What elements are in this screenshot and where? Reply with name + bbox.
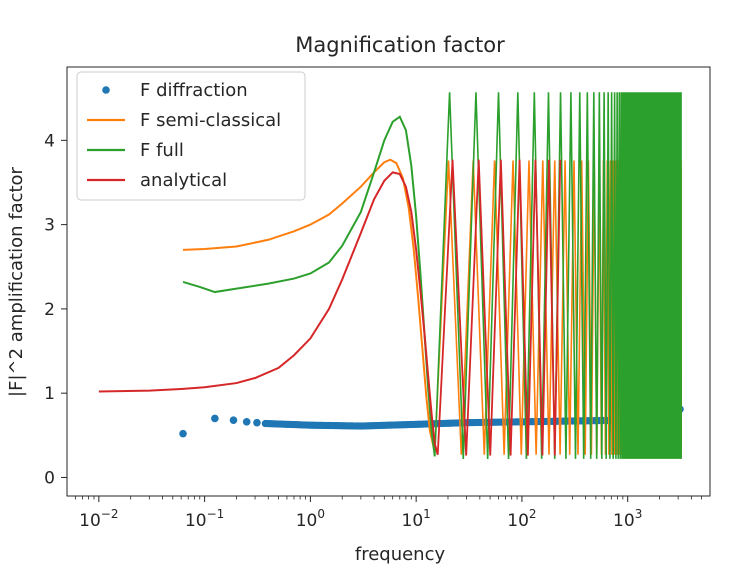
legend-item: F full	[87, 140, 184, 161]
y-axis-ticks: 0 1 2 3 4	[44, 131, 67, 488]
chart-title: Magnification factor	[295, 33, 505, 57]
y-tick-label: 4	[44, 131, 55, 151]
series-f-full-oscillation	[433, 92, 682, 459]
legend-label: analytical	[140, 170, 227, 191]
x-tick-label: 103	[613, 507, 642, 531]
diffraction-point	[229, 416, 238, 424]
x-tick-exponent: 0	[317, 507, 325, 521]
diffraction-point	[242, 418, 251, 426]
x-tick-label: 10−2	[79, 507, 118, 531]
x-tick-exponent: 2	[529, 507, 537, 521]
series-layer	[98, 92, 684, 459]
x-axis-ticks: 10−2 10−1 100 101 102 103	[74, 496, 703, 531]
diffraction-point	[211, 414, 219, 423]
plot-area	[98, 92, 684, 459]
x-tick-base: 10	[613, 511, 635, 531]
legend-item: F diffraction	[102, 80, 248, 101]
x-tick-exponent: −2	[101, 507, 119, 521]
diffraction-point	[179, 429, 187, 438]
x-tick-exponent: 3	[635, 507, 643, 521]
legend-item: analytical	[87, 170, 227, 191]
legend-marker	[102, 86, 110, 94]
diffraction-point	[253, 418, 261, 427]
legend-box	[76, 71, 306, 201]
series-analytical-line	[98, 171, 439, 455]
x-tick-label: 101	[402, 507, 431, 531]
series-analytical-oscillation	[436, 159, 562, 456]
x-tick-base: 10	[507, 511, 529, 531]
x-tick-base: 10	[402, 511, 424, 531]
x-tick-label: 100	[296, 507, 325, 531]
y-tick-label: 3	[44, 216, 55, 236]
legend-label: F diffraction	[140, 80, 248, 101]
y-tick-label: 0	[44, 468, 55, 488]
legend-item: F semi-classical	[87, 110, 281, 131]
x-tick-label: 102	[507, 507, 536, 531]
x-tick-base: 10	[79, 511, 101, 531]
legend-label: F full	[140, 140, 184, 161]
x-axis-label: frequency	[355, 544, 446, 565]
legend-label: F semi-classical	[140, 110, 281, 131]
legend: F diffraction F semi-classical F full analy…	[76, 71, 306, 201]
x-tick-base: 10	[296, 511, 318, 531]
y-tick-label: 2	[44, 300, 55, 320]
x-tick-label: 10−1	[185, 507, 224, 531]
x-tick-exponent: 1	[423, 507, 431, 521]
y-tick-label: 1	[44, 384, 55, 404]
axes-frame	[66, 66, 711, 497]
series-f-semi-classical-line	[182, 158, 436, 453]
x-tick-base: 10	[185, 511, 207, 531]
x-tick-exponent: −1	[207, 507, 225, 521]
y-axis-label: |F|^2 amplification factor	[6, 166, 27, 397]
